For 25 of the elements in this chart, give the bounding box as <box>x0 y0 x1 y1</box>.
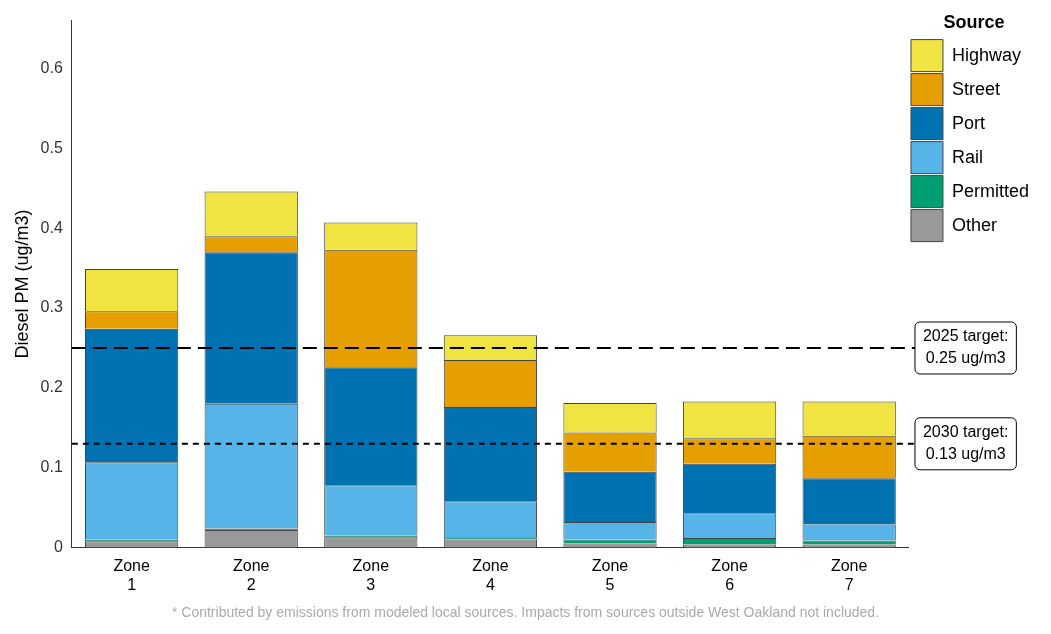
y-tick-label: 0.4 <box>40 218 63 236</box>
x-tick-label: Zone 6 <box>711 556 748 593</box>
text: * Contributed by emissions from modeled local sources. Impacts from sources outside West Oakland not included. <box>170 604 881 620</box>
x-tick-label: Zone 5 <box>591 556 629 593</box>
legend-title: Source <box>943 11 1005 32</box>
legend-label: Rail <box>951 146 983 167</box>
ref-line-label: 2025 target: 0.25 ug/m3 <box>922 327 1009 367</box>
y-tick-label: 0.1 <box>40 458 63 476</box>
y-tick-label: 0.2 <box>40 378 63 396</box>
x-tick-label: Zone 3 <box>352 556 390 593</box>
x-tick-label: Zone 2 <box>232 556 270 593</box>
legend-label: Street <box>951 78 1000 99</box>
legend-label: Port <box>951 112 985 133</box>
y-tick-label: 0.3 <box>40 298 63 316</box>
x-tick-label: Zone 4 <box>472 556 509 593</box>
y-tick-label: 0.5 <box>40 138 63 156</box>
y-tick-label: 0.6 <box>40 58 63 76</box>
y-tick-label: 0 <box>53 538 63 556</box>
x-tick-label: Zone 7 <box>830 556 868 593</box>
y-axis-title: Diesel PM (ug/m3) <box>11 209 32 359</box>
legend-label: Highway <box>951 44 1021 65</box>
ref-line-label: 2030 target: 0.13 ug/m3 <box>922 423 1009 463</box>
x-tick-label: Zone 1 <box>113 556 150 593</box>
legend-label: Other <box>951 214 997 235</box>
legend-label: Permitted <box>951 180 1029 201</box>
